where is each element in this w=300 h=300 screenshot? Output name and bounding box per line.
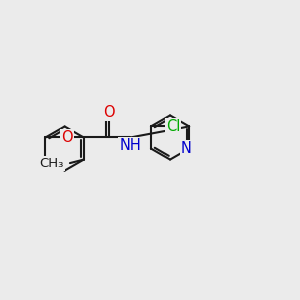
Text: NH: NH [119,138,141,153]
Text: O: O [61,130,73,145]
Text: CH₃: CH₃ [40,157,64,169]
Text: Cl: Cl [166,119,180,134]
Text: O: O [103,105,115,120]
Text: N: N [181,141,192,156]
